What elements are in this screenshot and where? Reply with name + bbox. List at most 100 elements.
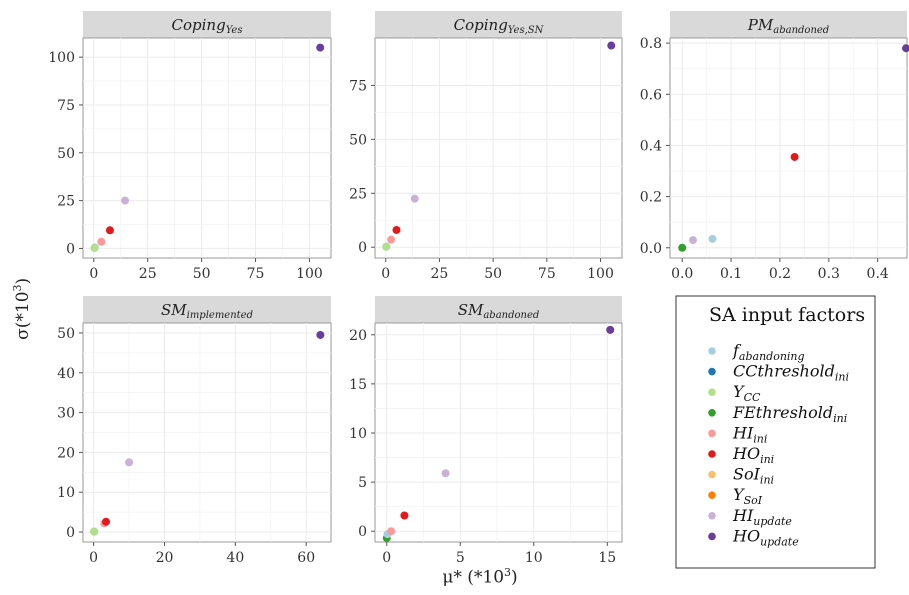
panel-plot-area: [374, 37, 623, 259]
x-tick-label: 5: [456, 550, 465, 566]
panel-title: CopingYes: [172, 16, 243, 36]
data-point-y-cc: [90, 244, 99, 253]
legend-item-sub: ini: [835, 371, 849, 384]
panel-strip: [83, 296, 331, 323]
x-tick-label: 75: [538, 266, 556, 282]
x-tick-label: 0: [89, 266, 98, 282]
panel-2: CopingYes,SN 0 25 50 75 100 0 25 50 75: [349, 11, 623, 282]
data-point-ho-ini: [790, 152, 799, 161]
x-tick-label: 40: [226, 550, 244, 566]
data-point-ho-ini: [102, 517, 111, 526]
x-tick-label: 50: [193, 266, 211, 282]
legend-item-label: YSoI: [733, 485, 763, 507]
legend-item-base: FEthreshold: [732, 403, 833, 422]
data-point-fethreshold-ini: [678, 243, 687, 252]
data-point-ho-ini: [105, 226, 114, 235]
legend-item-label: HIupdate: [732, 506, 792, 528]
y-axis-title-wrap: σ(*103): [2, 250, 33, 370]
y-tick-label: 25: [57, 194, 75, 210]
x-tick-label: 10: [525, 550, 543, 566]
legend-item-label: HOini: [732, 444, 774, 466]
data-point-hi-ini: [387, 527, 396, 536]
legend-item-label: YCC: [733, 382, 761, 404]
y-tick-label: 15: [349, 377, 367, 393]
x-tick-label: 0.0: [671, 266, 693, 282]
legend-item-base: f: [732, 341, 742, 360]
legend-item-sub: update: [760, 535, 799, 548]
panel-title-main: Coping: [454, 16, 508, 34]
panel-title-sub: implemented: [187, 310, 253, 321]
data-point-y-cc: [382, 242, 391, 251]
y-tick-label: 40: [57, 366, 75, 382]
x-tick-label: 0: [381, 266, 390, 282]
legend-key: [708, 450, 716, 458]
x-tick-label: 25: [139, 266, 157, 282]
panel-1: CopingYes 0 25 50 75 100 0 25 50 75 100: [48, 11, 332, 282]
legend-item-label: CCthresholdini: [733, 362, 849, 384]
x-tick-label: 100: [296, 266, 323, 282]
legend-key: [708, 512, 716, 520]
data-point-hi-update: [410, 194, 419, 203]
panel-title-main: SM: [458, 301, 484, 319]
legend-item-sub: ini: [760, 453, 774, 466]
y-tick-label: 20: [57, 445, 75, 461]
y-tick-label: 0: [66, 241, 75, 257]
panel-5: SMabandoned 0 5 10 15 0 5 10 15 20: [349, 296, 623, 566]
y-tick-label: 5: [358, 475, 367, 491]
y-axis-title: σ(*103): [11, 277, 33, 340]
panel-strip: [375, 296, 622, 323]
x-tick-label: 15: [598, 550, 616, 566]
panel-plot-area: [82, 37, 332, 259]
data-point-ho-update: [902, 44, 909, 53]
y-tick-label: 75: [57, 98, 75, 114]
legend-item-sub: update: [753, 515, 792, 528]
legend-item-sub: ini: [753, 432, 767, 445]
y-tick-label: 0.2: [640, 190, 662, 206]
x-tick-label: 75: [247, 266, 265, 282]
legend-key: [708, 491, 716, 500]
y-tick-label: 25: [349, 186, 367, 202]
panel-strip: [670, 11, 907, 38]
y-tick-label: 30: [57, 406, 75, 422]
y-tick-label: 0: [66, 525, 75, 541]
data-point-hi-update: [441, 469, 450, 478]
y-tick-label: 0: [358, 524, 367, 540]
data-point-y-cc: [89, 527, 98, 536]
legend-item-sub: ini: [760, 474, 774, 487]
y-tick-label: 0.8: [640, 36, 662, 52]
data-point-hi-ini: [387, 235, 396, 244]
panel-title-main: PM: [747, 16, 774, 34]
y-tick-label: 50: [57, 326, 75, 342]
legend-item-sub: SoI: [744, 494, 763, 507]
panel-title-main: Coping: [172, 16, 226, 34]
legend-item-base: CCthreshold: [733, 362, 835, 381]
x-tick-label: 20: [156, 550, 174, 566]
y-tick-label: 0.4: [640, 138, 662, 154]
data-point-ho-update: [316, 330, 325, 339]
panel-4: SMimplemented 0 20 40 60 0 10 20 30 40 50: [57, 296, 332, 566]
data-point-hi-update: [125, 458, 134, 467]
panel-title-sub: abandoned: [483, 310, 539, 321]
panel-title: CopingYes,SN: [454, 16, 545, 36]
y-tick-label: 75: [349, 78, 367, 94]
x-axis-title: μ* (*103): [442, 566, 518, 588]
legend-item-base: Y: [733, 485, 745, 504]
legend-item-label: FEthresholdini: [732, 403, 847, 425]
panel-3: PMabandoned 0.0 0.1 0.2 0.3 0.4 0.0 0.2 0.4 0.6 0.…: [640, 11, 909, 282]
panel-strip: [375, 11, 622, 38]
y-tick-label: 0.0: [640, 241, 662, 257]
legend-key: [708, 409, 716, 417]
legend-item-label: SoIini: [733, 465, 774, 487]
legend-key: [708, 367, 716, 376]
legend-key: [708, 470, 716, 479]
data-point-ho-update: [607, 41, 616, 50]
legend-title: SA input factors: [709, 304, 865, 326]
data-point-ho-ini: [392, 225, 401, 234]
y-tick-label: 50: [349, 132, 367, 148]
y-tick-label: 50: [57, 146, 75, 162]
panel-strip: [83, 11, 331, 38]
legend-item-base: HO: [732, 444, 760, 463]
x-tick-label: 0: [89, 550, 98, 566]
legend-item-base: SoI: [733, 465, 761, 484]
